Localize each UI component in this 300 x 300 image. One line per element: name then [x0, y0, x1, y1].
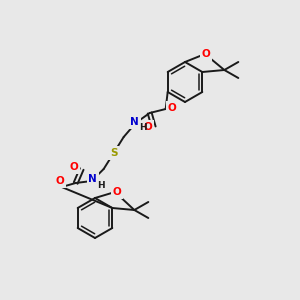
Text: S: S — [110, 148, 117, 158]
Text: O: O — [143, 122, 152, 132]
Text: O: O — [167, 103, 176, 113]
Text: H: H — [97, 182, 104, 190]
Text: N: N — [130, 117, 139, 127]
Text: N: N — [88, 174, 97, 184]
Text: O: O — [69, 162, 78, 172]
Text: O: O — [112, 187, 122, 197]
Text: O: O — [55, 176, 64, 186]
Text: H: H — [139, 124, 146, 133]
Text: O: O — [202, 49, 210, 59]
